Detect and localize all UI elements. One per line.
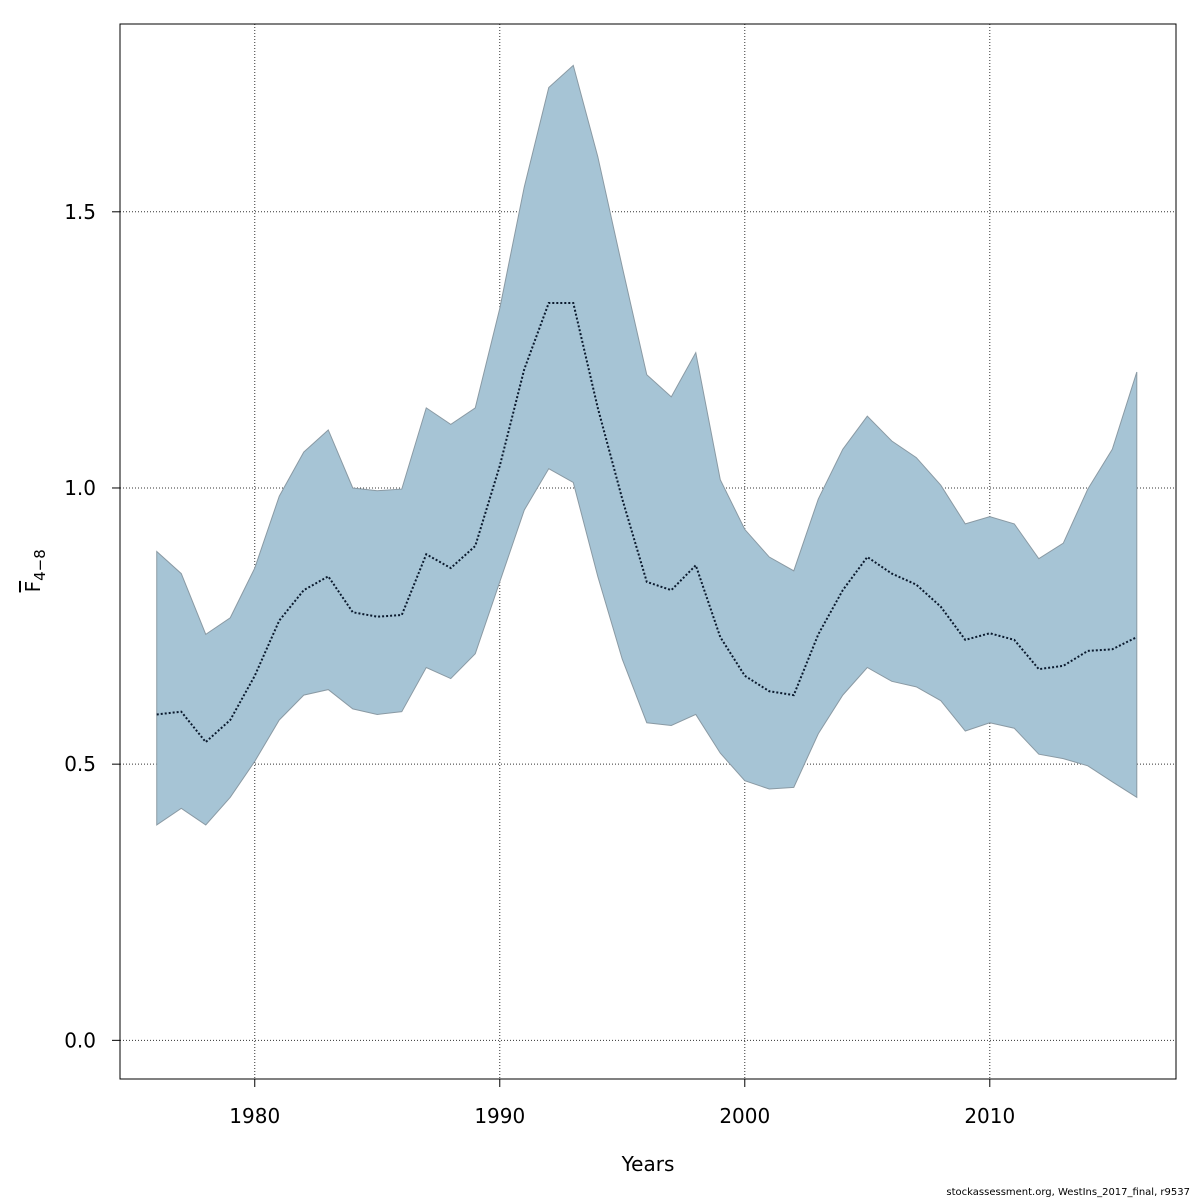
y-tick-label: 0.5 [64,752,96,776]
x-axis-title: Years [621,1152,675,1176]
confidence-band-area [156,64,1138,826]
x-tick-label: 1990 [474,1104,525,1128]
y-axis-title-base: F [21,581,45,593]
x-tick-label: 2010 [964,1104,1015,1128]
x-tick-label: 1980 [229,1104,280,1128]
x-axis: 1980 1990 2000 2010 [229,1079,1015,1128]
y-tick-label: 0.0 [64,1028,96,1052]
grid-lines [120,24,1176,1079]
confidence-band [156,64,1138,826]
plot-frame [119,23,1177,1080]
estimate-line-group [156,301,1138,744]
x-tick-label: 2000 [719,1104,770,1128]
y-tick-label: 1.5 [64,200,96,224]
footer-caption: stockassessment.org, WestIns_2017_final,… [946,1187,1190,1198]
y-tick-label: 1.0 [64,476,96,500]
y-axis: 0.0 0.5 1.0 1.5 [64,200,120,1052]
y-axis-title: F4−8 [21,549,49,592]
estimate-line [156,301,1138,744]
y-axis-title-subscript: 4−8 [31,549,49,581]
svg-text:F4−8: F4−8 [21,549,49,592]
